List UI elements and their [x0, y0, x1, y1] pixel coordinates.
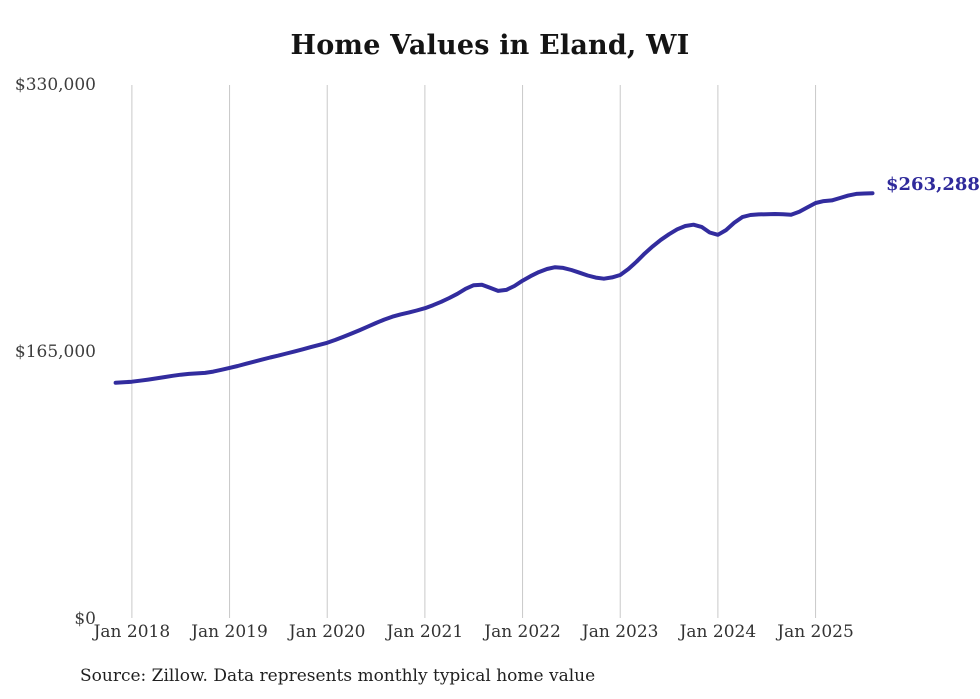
x-axis-tick-label: Jan 2025 — [777, 622, 854, 642]
x-axis-tick-label: Jan 2023 — [581, 622, 659, 642]
x-axis-tick-label: Jan 2018 — [93, 622, 171, 642]
home-value-line-series — [113, 191, 875, 385]
x-axis-tick-label: Jan 2019 — [191, 622, 268, 642]
x-axis-tick-label: Jan 2020 — [288, 622, 366, 642]
y-axis-tick-165000: $165,000 — [14, 342, 96, 362]
x-axis-tick-label: Jan 2022 — [484, 622, 561, 642]
x-axis-tick-label: Jan 2024 — [679, 622, 757, 642]
chart-title: Home Values in Eland, WI — [290, 30, 690, 61]
x-axis-tick-label: Jan 2021 — [386, 622, 464, 642]
source-attribution: Source: Zillow. Data represents monthly … — [80, 666, 596, 686]
latest-value-label: $263,288 — [886, 174, 980, 195]
gridlines-group — [131, 85, 817, 618]
y-axis-tick-330000: $330,000 — [14, 75, 96, 95]
y-axis-tick-0: $0 — [74, 609, 96, 629]
